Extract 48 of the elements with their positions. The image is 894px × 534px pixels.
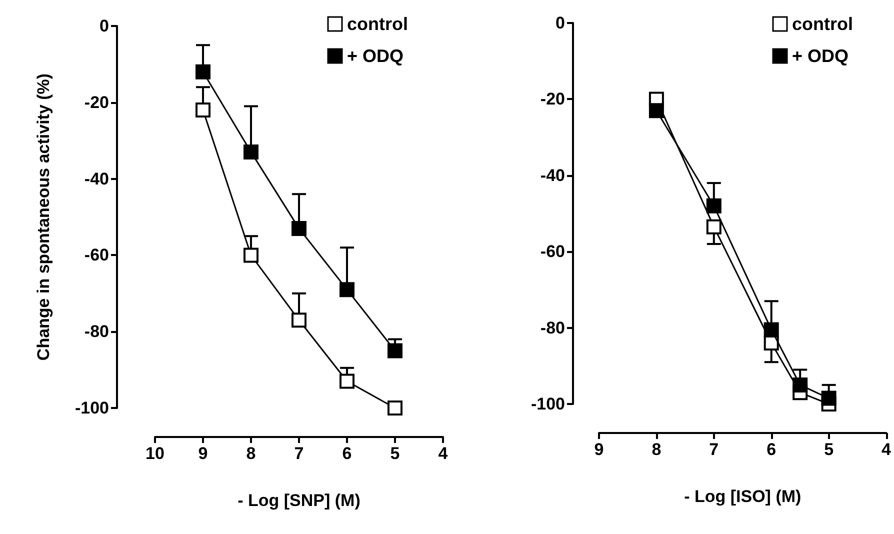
x-axis-title: - Log [ISO] (M)	[684, 487, 802, 506]
y-tick-label: -60	[540, 242, 565, 262]
y-axis-title: Change in spontaneous activity (%)	[34, 73, 53, 361]
point	[388, 343, 402, 358]
legend-label: + ODQ	[347, 46, 404, 66]
point	[764, 322, 779, 338]
point	[648, 103, 664, 118]
point	[340, 282, 354, 298]
point	[196, 64, 210, 80]
y-tick-label: -80	[540, 318, 565, 338]
y-tick-label: -100	[74, 398, 109, 418]
x-tick-label: 10	[146, 444, 164, 463]
y-tick-label: -20	[84, 92, 109, 112]
legend-label: control	[347, 14, 408, 34]
y-tick-label: -100	[530, 394, 565, 414]
x-tick-label: 8	[246, 444, 256, 463]
y-tick-label: -80	[84, 322, 109, 342]
x-tick-label: 9	[198, 444, 208, 463]
point	[706, 198, 722, 214]
y-tick-label: -20	[540, 90, 565, 109]
x-tick-label: 5	[824, 440, 834, 459]
x-tick-label: 7	[709, 440, 719, 459]
point	[792, 377, 808, 392]
point	[292, 220, 306, 236]
x-tick-label: 6	[342, 444, 352, 463]
x-tick-label: 9	[594, 440, 604, 459]
y-tick-label: 0	[556, 14, 565, 32]
y-tick-label: 0	[100, 16, 109, 36]
x-tick-label: 4	[882, 440, 892, 459]
x-tick-label: 5	[390, 444, 400, 463]
x-tick-label: 8	[652, 440, 662, 459]
point	[340, 374, 354, 389]
point	[388, 400, 402, 416]
point	[821, 390, 836, 406]
x-tick-label: 4	[438, 444, 448, 463]
legend-label: control	[792, 14, 854, 34]
x-tick-label: 7	[294, 444, 304, 463]
point	[292, 312, 306, 328]
y-tick-label: -40	[540, 166, 565, 185]
y-tick-label: -60	[84, 246, 109, 265]
legend-label: + ODQ	[792, 46, 849, 66]
point	[706, 219, 722, 234]
point	[244, 144, 258, 160]
point	[196, 102, 210, 118]
point	[244, 248, 258, 263]
y-tick-label: -40	[84, 169, 109, 188]
x-tick-label: 6	[766, 440, 776, 459]
x-axis-title: - Log [SNP] (M)	[238, 491, 360, 510]
